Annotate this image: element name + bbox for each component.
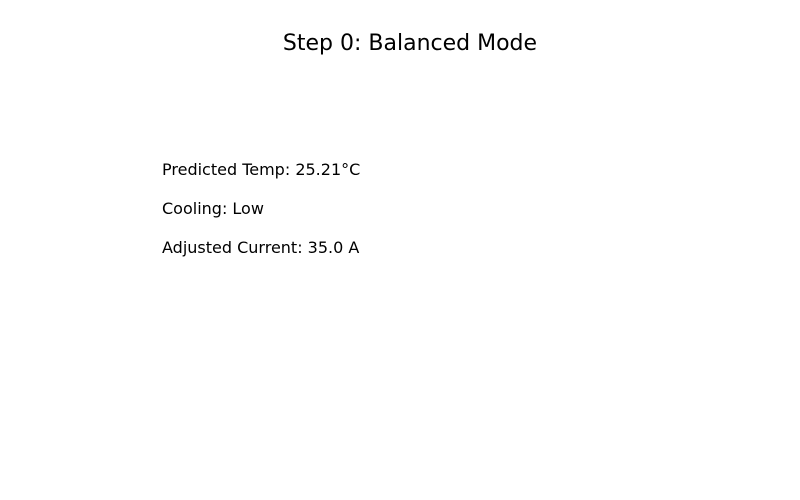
figure-title-row: Step 0: Balanced Mode — [0, 30, 800, 58]
cooling-readout: Cooling: Low — [162, 199, 264, 218]
figure-title: Step 0: Balanced Mode — [282, 31, 538, 56]
predicted-temp-readout: Predicted Temp: 25.21°C — [162, 160, 361, 179]
adjusted-current-readout: Adjusted Current: 35.0 A — [162, 238, 360, 257]
